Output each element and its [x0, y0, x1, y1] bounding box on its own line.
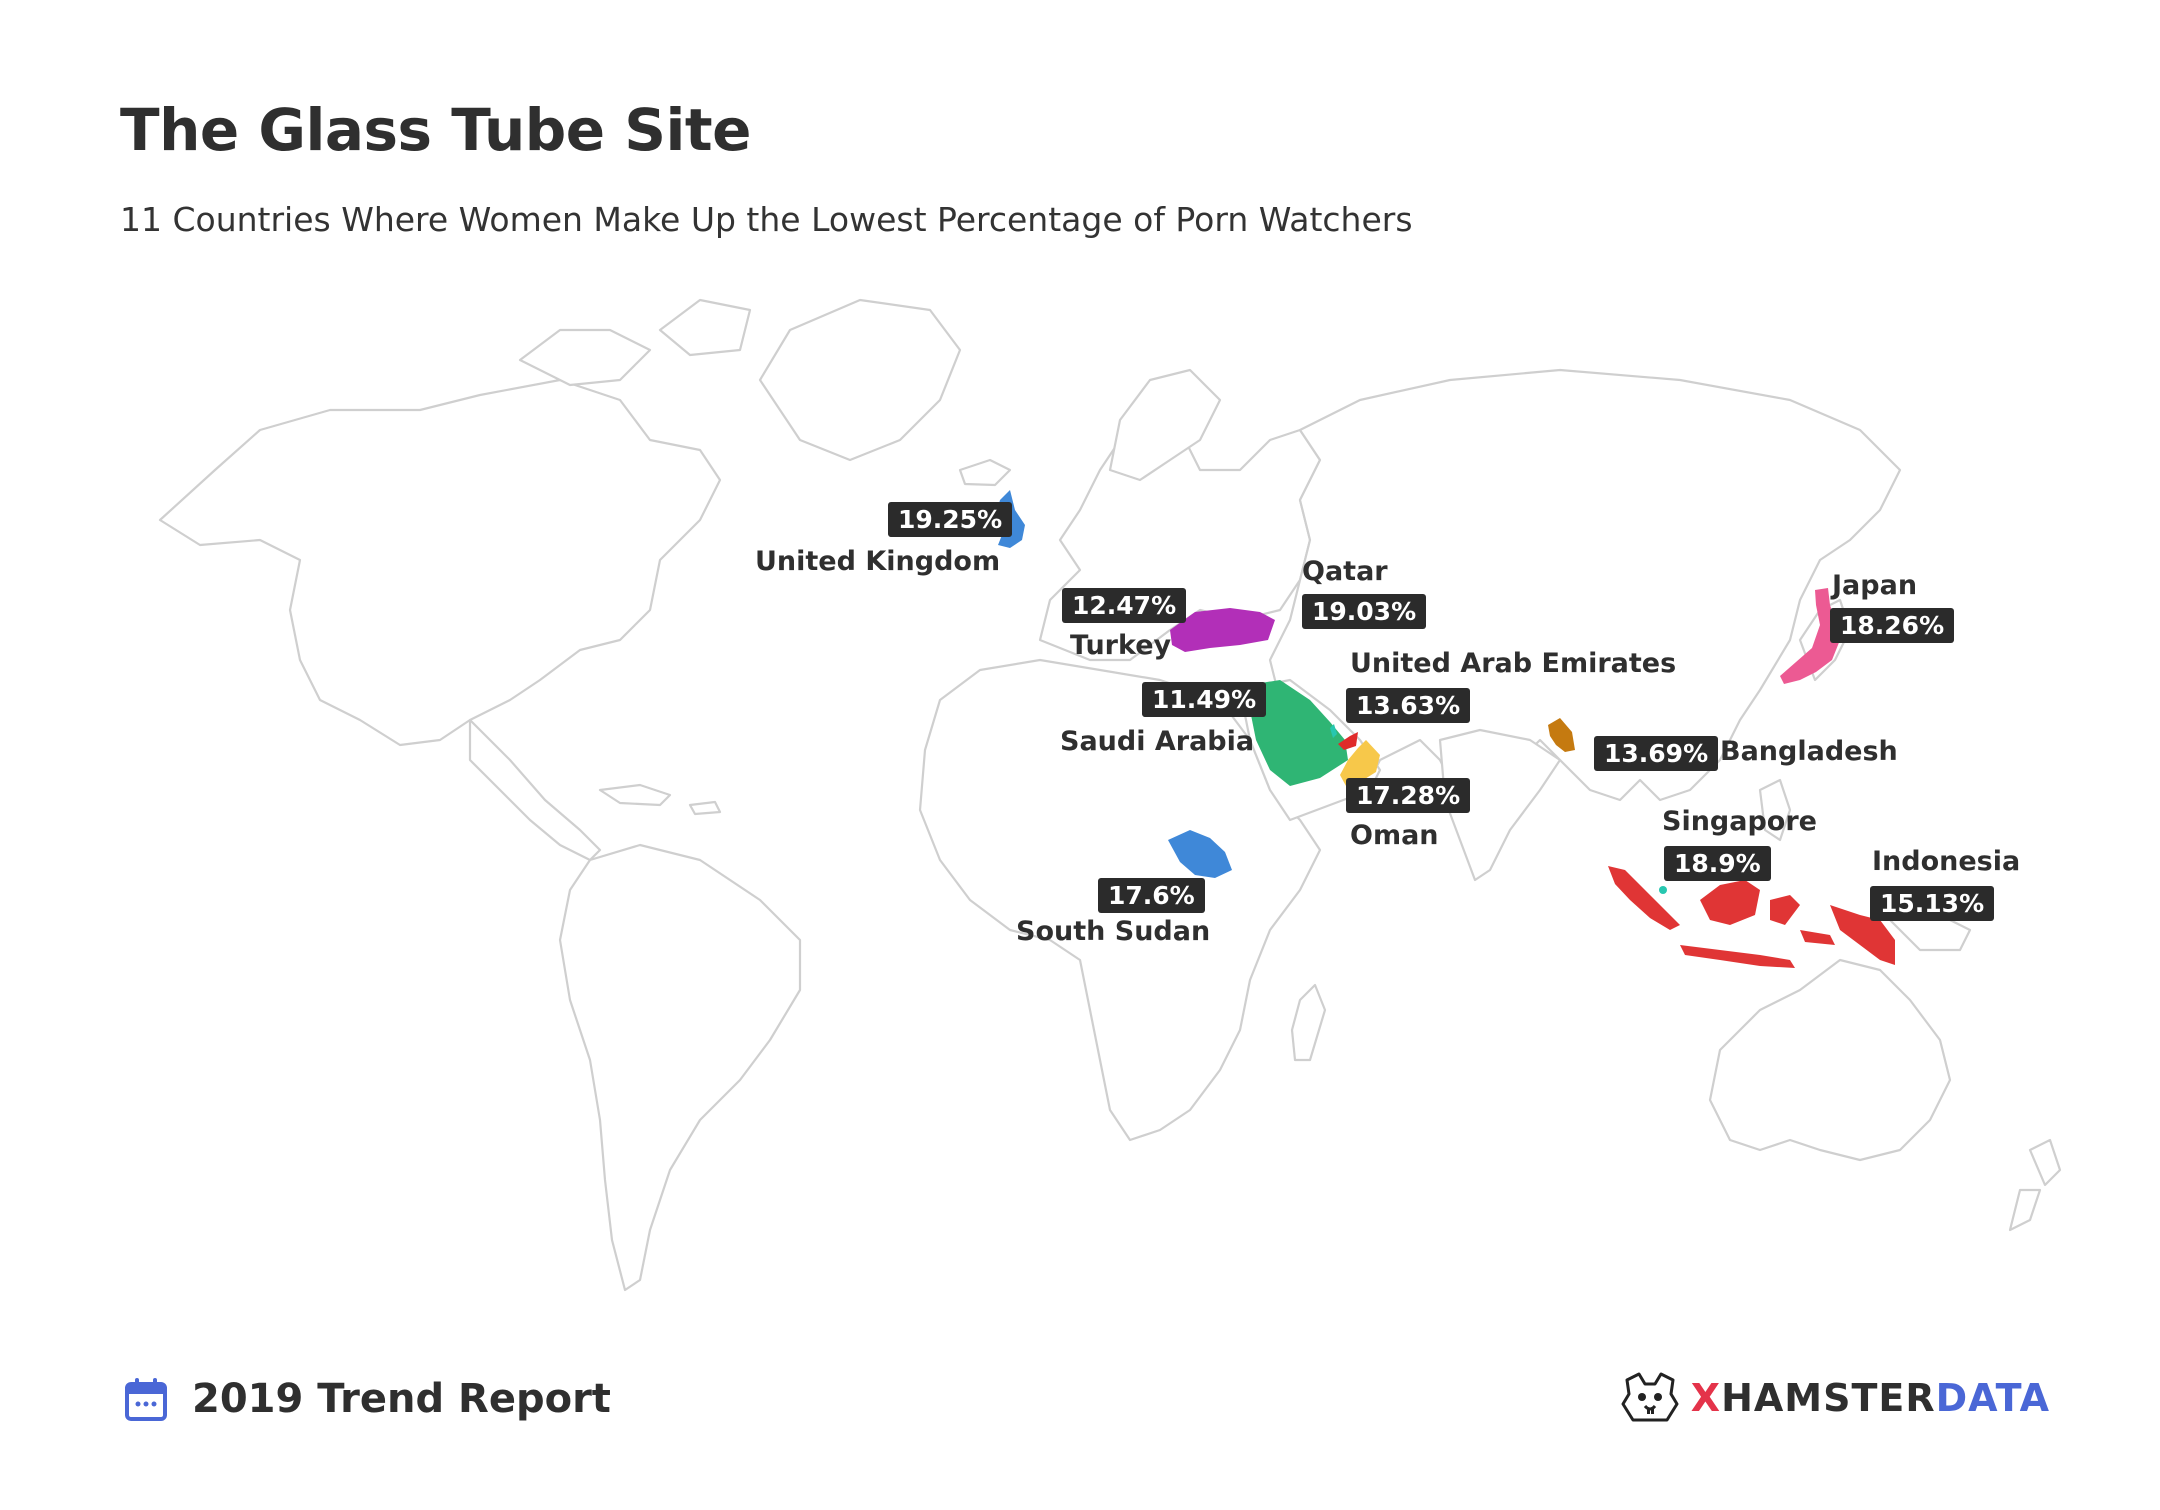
philippines-landmass	[1758, 778, 1792, 842]
bangladesh-value-tag: 13.69%	[1594, 736, 1719, 771]
turkey-value-tag: 12.47%	[1062, 588, 1187, 623]
brand-wordmark: XHAMSTERDATA	[1691, 1376, 2050, 1420]
bangladesh-name-label: Bangladesh	[1720, 736, 1898, 767]
india-landmass	[1438, 728, 1562, 882]
japan-name-label: Japan	[1832, 570, 1918, 601]
iceland-landmass	[958, 458, 1012, 487]
indonesia-name-label: Indonesia	[1872, 846, 2021, 877]
saudi-arabia-name-label: Saudi Arabia	[1060, 726, 1255, 757]
arctic-islands	[518, 298, 752, 387]
report-label: 2019 Trend Report	[192, 1376, 611, 1422]
calendar-icon	[125, 1378, 167, 1421]
south-sudan-shape	[1168, 830, 1232, 878]
qatar-value-tag: 19.03%	[1302, 594, 1427, 629]
uae-shape	[1338, 732, 1358, 750]
australia-landmass	[1708, 958, 1952, 1162]
caribbean-islands	[598, 783, 722, 816]
central-america-landmass	[468, 718, 602, 862]
footer-report: 2019 Trend Report	[124, 1376, 611, 1422]
oman-value-tag: 17.28%	[1346, 778, 1471, 813]
scandinavia-landmass	[1108, 368, 1222, 482]
continents	[158, 298, 2062, 1292]
oman-name-label: Oman	[1350, 820, 1439, 851]
saudi-arabia-shape	[1248, 680, 1348, 786]
saudi-arabia-value-tag: 11.49%	[1142, 682, 1267, 717]
greenland-landmass	[758, 298, 962, 462]
brand-hamster: HAMSTER	[1721, 1376, 1936, 1420]
japan-shape	[1780, 588, 1840, 684]
brand-data: DATA	[1935, 1376, 2050, 1420]
uae-name-label: United Arab Emirates	[1350, 648, 1677, 679]
brand-x: X	[1690, 1376, 1722, 1420]
singapore-shape	[1659, 886, 1667, 894]
hamster-icon	[1621, 1372, 1679, 1422]
japan-value-tag: 18.26%	[1830, 608, 1955, 643]
qatar-name-label: Qatar	[1302, 556, 1388, 587]
south-america-landmass	[558, 843, 802, 1292]
south-sudan-value-tag: 17.6%	[1098, 878, 1205, 913]
turkey-shape	[1170, 608, 1275, 652]
madagascar-landmass	[1290, 983, 1327, 1062]
north-america-landmass	[158, 378, 722, 747]
oman-shape	[1340, 740, 1380, 786]
singapore-value-tag: 18.9%	[1664, 846, 1771, 881]
bangladesh-shape	[1548, 718, 1575, 752]
page-subtitle: 11 Countries Where Women Make Up the Low…	[120, 200, 1413, 239]
brand-logo: XHAMSTERDATA	[1621, 1370, 2050, 1426]
uae-value-tag: 13.63%	[1346, 688, 1471, 723]
indonesia-shape	[1608, 866, 1895, 968]
indonesia-value-tag: 15.13%	[1870, 886, 1995, 921]
highlighted-countries	[996, 490, 1895, 968]
south-sudan-name-label: South Sudan	[1016, 916, 1211, 947]
singapore-name-label: Singapore	[1662, 806, 1817, 837]
new-zealand-landmass	[2008, 1138, 2062, 1232]
uk-value-tag: 19.25%	[888, 502, 1013, 537]
qatar-shape	[1330, 724, 1337, 738]
page-title: The Glass Tube Site	[120, 96, 752, 164]
uk-name-label: United Kingdom	[755, 546, 1001, 577]
turkey-name-label: Turkey	[1070, 630, 1172, 661]
